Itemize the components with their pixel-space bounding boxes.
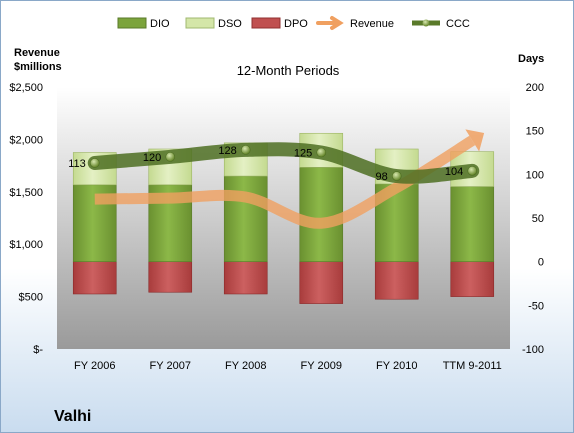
ccc-point <box>240 145 251 155</box>
legend-marker-ccc <box>422 19 430 27</box>
right-tick-label: 0 <box>538 257 544 269</box>
legend-label-dio: DIO <box>150 18 170 30</box>
left-tick-label: $2,500 <box>9 82 43 94</box>
ccc-point <box>316 147 327 158</box>
bar-dpo <box>72 261 117 295</box>
bar-dpo <box>299 261 344 304</box>
left-tick-label: $2,000 <box>9 134 43 146</box>
left-axis-title-line1: Revenue <box>14 47 60 59</box>
right-axis-title: Days <box>518 53 544 65</box>
ccc-data-label: 125 <box>294 148 312 160</box>
ccc-line <box>87 142 480 184</box>
left-tick-label: $500 <box>19 292 43 304</box>
bar-dio <box>450 186 495 262</box>
x-tick-label: FY 2007 <box>150 360 191 372</box>
right-tick-label: 150 <box>526 126 544 138</box>
legend-swatch-dpo <box>251 17 281 29</box>
left-axis-title-line2: $millions <box>14 61 62 73</box>
legend-label-ccc: CCC <box>446 18 470 30</box>
bar-dpo <box>223 261 268 295</box>
legend: DIO DSO DPO Revenue CCC <box>117 16 470 30</box>
right-tick-label: 50 <box>532 213 544 225</box>
ccc-data-label: 128 <box>218 145 236 157</box>
bar-dpo <box>148 261 193 293</box>
ccc-point <box>89 158 100 168</box>
x-tick-label: FY 2009 <box>301 360 342 372</box>
legend-swatch-revenue <box>316 16 344 30</box>
ccc-data-label: 98 <box>376 171 388 183</box>
bar-dio <box>223 175 268 262</box>
x-tick-label: TTM 9-2011 <box>443 360 502 372</box>
left-tick-label: $1,500 <box>9 187 43 199</box>
left-tick-label: $1,000 <box>9 239 43 251</box>
ccc-data-label: 113 <box>68 158 86 170</box>
chart-title: 12-Month Periods <box>237 63 340 78</box>
bar-dpo <box>374 261 419 300</box>
right-tick-label: 200 <box>526 82 544 94</box>
bar-dpo <box>450 261 495 297</box>
right-axis-ticks: -100 -50 0 50 100 150 200 <box>522 82 544 356</box>
revenue-arrowhead <box>465 129 485 152</box>
company-name: Valhi <box>54 408 91 425</box>
x-axis-ticks: FY 2006 FY 2007 FY 2008 FY 2009 FY 2010 TTM 9… <box>74 360 502 372</box>
ccc-data-label: 120 <box>143 152 161 164</box>
ccc-series: 113 120 128 125 98 104 <box>68 142 480 184</box>
bar-dio <box>299 167 344 262</box>
legend-label-dso: DSO <box>218 18 242 30</box>
left-tick-label: $- <box>33 344 43 356</box>
right-tick-label: -100 <box>522 344 544 356</box>
x-tick-label: FY 2006 <box>74 360 115 372</box>
legend-label-dpo: DPO <box>284 18 308 30</box>
right-tick-label: -50 <box>528 300 544 312</box>
x-tick-label: FY 2008 <box>225 360 266 372</box>
left-axis-ticks: $- $500 $1,000 $1,500 $2,000 $2,500 <box>9 82 43 356</box>
ccc-point <box>391 171 402 181</box>
legend-swatch-dio <box>117 17 147 29</box>
right-tick-label: 100 <box>526 169 544 181</box>
legend-label-revenue: Revenue <box>350 18 394 30</box>
ccc-point <box>165 152 176 162</box>
legend-swatch-dso <box>185 17 215 29</box>
ccc-data-label: 104 <box>445 166 463 178</box>
x-tick-label: FY 2010 <box>376 360 417 372</box>
ccc-point <box>467 166 478 176</box>
